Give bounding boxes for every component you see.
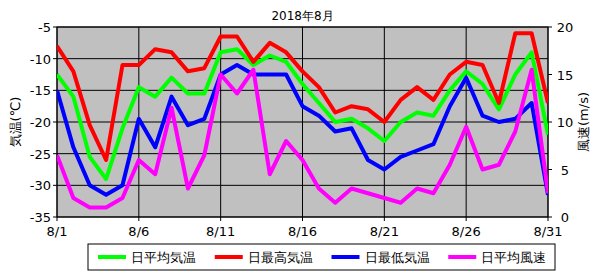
tick [53, 185, 57, 186]
tick [53, 122, 57, 123]
tick-label: 8/31 [533, 224, 562, 239]
plot-area [57, 27, 548, 217]
tick [57, 217, 58, 221]
tick-label: 5 [561, 163, 569, 178]
legend [88, 244, 555, 270]
axis-label: 風速(m/s) [576, 92, 591, 152]
tick-label: 8/21 [370, 224, 399, 239]
chart: -35 -30 -25 -20 -15 -10 -5 0 5 10 15 20 8/1 8/6 8/11 8/… [0, 0, 599, 277]
legend-swatch [98, 255, 126, 259]
tick [53, 217, 57, 218]
tick-label: -5 [38, 20, 51, 35]
tick [220, 217, 221, 221]
tick [302, 217, 303, 221]
tick [548, 217, 552, 218]
tick-label: 8/6 [128, 224, 149, 239]
tick-label: 10 [557, 115, 574, 130]
axis-label: 気温(℃) [8, 97, 23, 148]
tick-label: -20 [30, 115, 51, 130]
legend-label: 日最低気温 [365, 250, 430, 265]
tick-label: -15 [30, 83, 51, 98]
series-line [57, 70, 548, 208]
tick [548, 122, 552, 123]
tick [548, 217, 549, 221]
tick-label: -35 [30, 210, 51, 225]
tick [53, 27, 57, 28]
data-group [57, 33, 548, 207]
tick [548, 169, 552, 170]
tick [53, 58, 57, 59]
tick [53, 90, 57, 91]
legend-swatch [215, 255, 243, 259]
tick [466, 217, 467, 221]
legend-swatch [332, 255, 360, 259]
tick [138, 217, 139, 221]
tick [548, 74, 552, 75]
tick-label: -25 [30, 147, 51, 162]
tick-label: -10 [30, 52, 51, 67]
tick-label: 8/26 [452, 224, 481, 239]
tick-label: 8/16 [288, 224, 317, 239]
legend-label: 日平均風速 [481, 250, 546, 265]
tick-label: 8/1 [47, 224, 68, 239]
legend-swatch [448, 255, 476, 259]
tick-label: -30 [30, 178, 51, 193]
plot-frame [57, 27, 548, 217]
title: 2018年8月 [271, 9, 333, 23]
tick-label: 0 [561, 210, 569, 225]
grid-line [302, 27, 303, 217]
grid-line [466, 27, 467, 217]
tick [384, 217, 385, 221]
tick-label: 15 [557, 68, 574, 83]
tick [548, 27, 552, 28]
legend-label: 日最高気温 [248, 250, 313, 265]
tick [53, 153, 57, 154]
tick-label: 8/11 [206, 224, 235, 239]
legend-label: 日平均気温 [131, 250, 196, 265]
tick-label: 20 [557, 20, 574, 35]
